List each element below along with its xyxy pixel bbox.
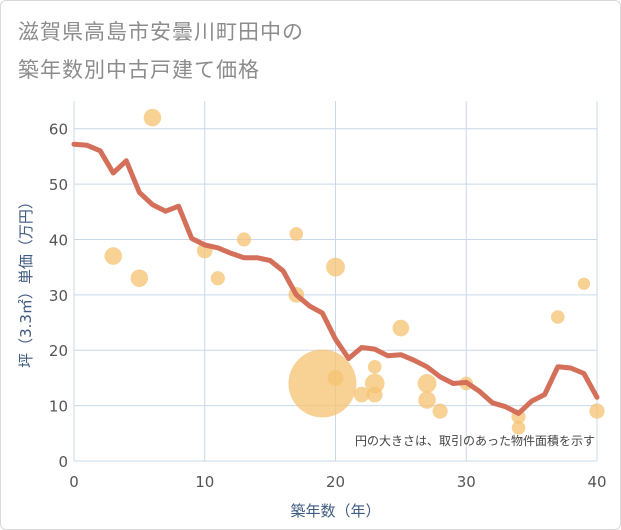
y-tick-label: 0 [58,453,68,471]
bubble-point [289,227,304,241]
bubble-point [327,370,344,386]
bubble-point [589,403,605,419]
y-tick-label: 20 [49,342,68,360]
x-tick-label: 30 [457,473,476,491]
bubble-point [143,108,162,127]
y-tick-label: 30 [49,287,68,305]
tick-labels: 0 10 20 30 40 0 10 20 30 40 50 60 [49,121,607,491]
bubble-point [104,247,122,265]
bubble-point [418,391,436,409]
bubble-point [210,271,225,286]
y-axis-title: 坪（3.3㎡）単価（万円） [17,194,35,368]
y-tick-label: 50 [49,176,68,194]
bubble-point [511,420,526,435]
size-note: 円の大きさは、取引のあった物件面積を示す [355,433,595,448]
y-tick-label: 40 [49,231,68,249]
x-tick-label: 10 [195,473,214,491]
y-tick-label: 10 [49,398,68,416]
bubble-series [104,108,605,435]
bubble-point [326,257,345,277]
trend-line [71,141,600,416]
x-tick-label: 0 [69,473,79,491]
bubble-point [392,319,410,337]
bubble-point [577,277,591,290]
x-axis-title: 築年数（年） [290,502,380,520]
bubble-point [353,386,370,403]
bubble-point [366,386,383,403]
x-tick-label: 40 [587,473,606,491]
x-tick-label: 20 [326,473,345,491]
bubble-point [364,373,385,394]
bubble-point [417,374,437,393]
chart-title-line-2: 築年数別中古戸建て価格 [18,58,260,82]
chart-title-line-1: 滋賀県高島市安曇川町田中の [18,20,304,44]
bubble-point [288,349,357,418]
y-tick-label: 60 [49,121,68,139]
bubble-point [236,232,252,247]
bubble-point [432,403,448,419]
bubble-point [367,360,382,374]
bubble-point [130,269,149,287]
bubble-point [550,310,565,324]
